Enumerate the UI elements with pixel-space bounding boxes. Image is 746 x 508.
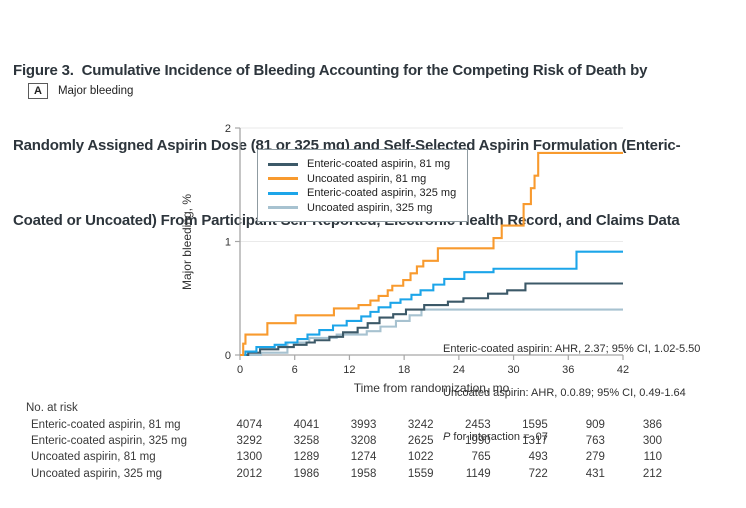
- y-tick-label: 0: [225, 350, 231, 362]
- risk-cell: 279: [585, 451, 605, 464]
- annotation-line-2: Uncoated aspirin: AHR, 0.0.89; 95% CI, 0…: [443, 386, 686, 399]
- risk-cell: 3292: [236, 435, 263, 448]
- risk-cell: 1274: [350, 451, 377, 464]
- risk-cell: 4074: [236, 419, 263, 431]
- legend-label: Enteric-coated aspirin, 325 mg: [307, 187, 457, 200]
- legend-item: Enteric-coated aspirin, 81 mg: [268, 157, 456, 172]
- x-axis-title: Time from randomization, mo: [353, 381, 510, 395]
- risk-row-values: 2012 1986 1958 1559 1149 722 431 212: [205, 468, 662, 480]
- x-tick-label: 30: [507, 364, 519, 376]
- legend-line-swatch: [268, 177, 298, 181]
- risk-cell: 1289: [293, 451, 320, 464]
- risk-cell: 431: [585, 467, 605, 480]
- legend-item: Enteric-coated aspirin, 325 mg: [268, 186, 456, 201]
- series-line-enteric-coated-aspirin-81-mg: [240, 282, 623, 357]
- risk-table-row: Enteric-coated aspirin, 81 mg 4074 4041 399…: [0, 418, 746, 434]
- risk-row-values: 1300 1289 1274 1022 765 493 279 110: [205, 451, 662, 463]
- risk-cell: 110: [643, 451, 662, 464]
- legend-item: Uncoated aspirin, 81 mg: [268, 172, 456, 187]
- legend-line-swatch: [268, 206, 298, 210]
- annotation-line-3: P for interaction = .07: [443, 430, 700, 445]
- risk-cell: 1022: [407, 451, 434, 464]
- x-tick-label: 12: [343, 364, 355, 376]
- annotation-p-rest: for interaction = .07: [450, 430, 548, 443]
- panel-a-label: Major bleeding: [57, 85, 134, 97]
- risk-row-label: Enteric-coated aspirin, 325 mg: [31, 435, 187, 448]
- x-tick-label: 42: [617, 364, 629, 376]
- risk-cell: 2625: [407, 435, 434, 448]
- risk-row-values: 3292 3258 3208 2625 1990 1317 763 300: [205, 435, 662, 447]
- risk-cell: 1986: [293, 467, 320, 480]
- risk-cell: 493: [528, 451, 548, 464]
- risk-table-row: Uncoated aspirin, 81 mg 1300 1289 1274 1022 7…: [0, 450, 746, 466]
- risk-cell: 300: [642, 435, 662, 448]
- risk-table-row: Uncoated aspirin, 325 mg 2012 1986 1958 1559…: [0, 467, 746, 483]
- y-tick-label: 1: [225, 237, 231, 249]
- risk-cell: 3258: [293, 435, 320, 448]
- series-line-uncoated-aspirin-325-mg: [240, 308, 623, 357]
- chart-legend: Enteric-coated aspirin, 81 mg Uncoated a…: [257, 149, 469, 222]
- risk-cell: 1990: [465, 435, 491, 448]
- risk-row-label: Uncoated aspirin, 325 mg: [31, 467, 163, 480]
- risk-row-values: 4074 4041 3993 3242 2453 1595 909 386: [205, 419, 662, 431]
- risk-row-label: Uncoated aspirin, 81 mg: [31, 451, 156, 464]
- y-tick-label: 2: [225, 123, 231, 135]
- risk-cell: 765: [471, 451, 491, 464]
- risk-cell: 1317: [522, 435, 548, 448]
- hazard-ratio-annotation: Enteric-coated aspirin: AHR, 2.37; 95% C…: [443, 313, 700, 474]
- x-tick-label: 0: [237, 364, 243, 376]
- panel-a-letter: A: [28, 83, 48, 99]
- x-tick-label: 36: [562, 364, 574, 376]
- x-tick-label: 6: [292, 364, 298, 376]
- risk-cell: 722: [528, 467, 548, 480]
- legend-label: Uncoated aspirin, 81 mg: [307, 172, 427, 185]
- legend-label: Enteric-coated aspirin, 81 mg: [307, 158, 451, 171]
- annotation-line-1: Enteric-coated aspirin: AHR, 2.37; 95% C…: [443, 343, 701, 356]
- risk-cell: 212: [642, 467, 662, 480]
- annotation-p-italic: P: [443, 430, 451, 443]
- x-tick-label: 24: [453, 364, 465, 376]
- series-line-uncoated-aspirin-81-mg: [240, 151, 623, 357]
- risk-table: Enteric-coated aspirin, 81 mg 4074 4041 399…: [0, 418, 746, 483]
- risk-cell: 1559: [407, 467, 434, 480]
- risk-cell: 1595: [522, 419, 548, 431]
- risk-cell: 4041: [293, 419, 320, 431]
- risk-cell: 763: [585, 435, 605, 448]
- x-tick-label: 18: [398, 364, 410, 376]
- risk-cell: 909: [585, 419, 605, 431]
- legend-line-swatch: [268, 162, 298, 166]
- risk-row-label: Enteric-coated aspirin, 81 mg: [31, 419, 181, 431]
- risk-cell: 3993: [350, 419, 377, 431]
- risk-cell: 1958: [350, 467, 377, 480]
- risk-cell: 1149: [465, 467, 491, 480]
- risk-cell: 1300: [236, 451, 263, 464]
- y-axis-title: Major bleeding, %: [180, 193, 194, 291]
- legend-item: Uncoated aspirin, 325 mg: [268, 201, 456, 216]
- risk-cell: 3208: [350, 435, 377, 448]
- risk-cell: 2453: [465, 419, 491, 431]
- risk-table-header: No. at risk: [26, 402, 78, 414]
- figure-title-line-1: Figure 3. Cumulative Incidence of Bleedi…: [13, 62, 648, 79]
- legend-line-swatch: [268, 191, 298, 195]
- risk-cell: 2012: [236, 467, 263, 480]
- panel-a: A Major bleeding: [28, 83, 133, 99]
- risk-table-row: Enteric-coated aspirin, 325 mg 3292 3258 32…: [0, 434, 746, 450]
- legend-label: Uncoated aspirin, 325 mg: [307, 201, 433, 214]
- risk-cell: 3242: [407, 419, 434, 431]
- risk-cell: 386: [642, 419, 662, 431]
- series-line-enteric-coated-aspirin-325-mg: [240, 250, 623, 357]
